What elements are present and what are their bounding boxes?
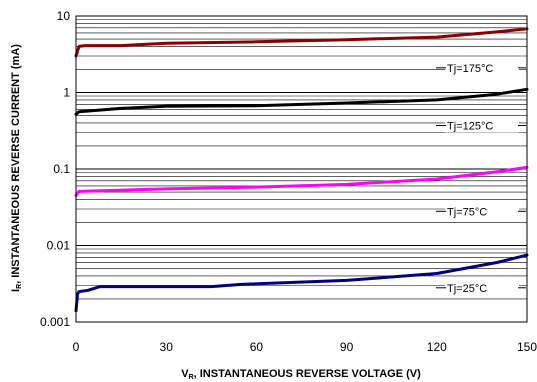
- x-tick-label: 120: [427, 340, 447, 354]
- series-lines: [74, 27, 529, 313]
- x-tick-label: 90: [340, 340, 354, 354]
- series-label-2: Tj=75°C: [447, 206, 487, 218]
- x-tick-label: 150: [517, 340, 537, 354]
- x-tick-label: 30: [160, 340, 174, 354]
- y-tick-label: 0.01: [47, 239, 71, 253]
- y-axis-title: IR, INSTANTANEOUS REVERSE CURRENT (mA): [10, 44, 23, 292]
- series-label-1: Tj=125°C: [447, 121, 493, 133]
- x-axis-title: VR, INSTANTANEOUS REVERSE VOLTAGE (V): [181, 368, 421, 381]
- series-line-0: [74, 27, 529, 58]
- series-line-3: [74, 253, 529, 313]
- series-line-2: [74, 165, 529, 197]
- y-tick-label: 10: [57, 9, 71, 23]
- series-label-bg-0: [445, 60, 519, 75]
- x-tick-label: 0: [73, 340, 80, 354]
- y-tick-labels: 0.001 0.01 0.1 1 10: [40, 9, 70, 329]
- x-tick-labels: 0 30 60 90 120 150: [73, 340, 537, 354]
- series-label-3: Tj=25°C: [447, 283, 487, 295]
- x-tick-label: 60: [250, 340, 264, 354]
- series-label-bg-3: [445, 280, 519, 295]
- series-label-0: Tj=175°C: [447, 63, 493, 75]
- plot-frame: [75, 15, 528, 323]
- y-tick-label: 1: [63, 86, 70, 100]
- y-tick-label: 0.001: [40, 315, 70, 329]
- series-labels: Tj=175°C Tj=125°C Tj=75°C Tj=25°C: [436, 60, 526, 295]
- series-label-bg-2: [445, 204, 519, 219]
- series-line-1: [74, 87, 529, 116]
- y-tick-label: 0.1: [53, 162, 70, 176]
- series-label-bg-1: [445, 118, 519, 133]
